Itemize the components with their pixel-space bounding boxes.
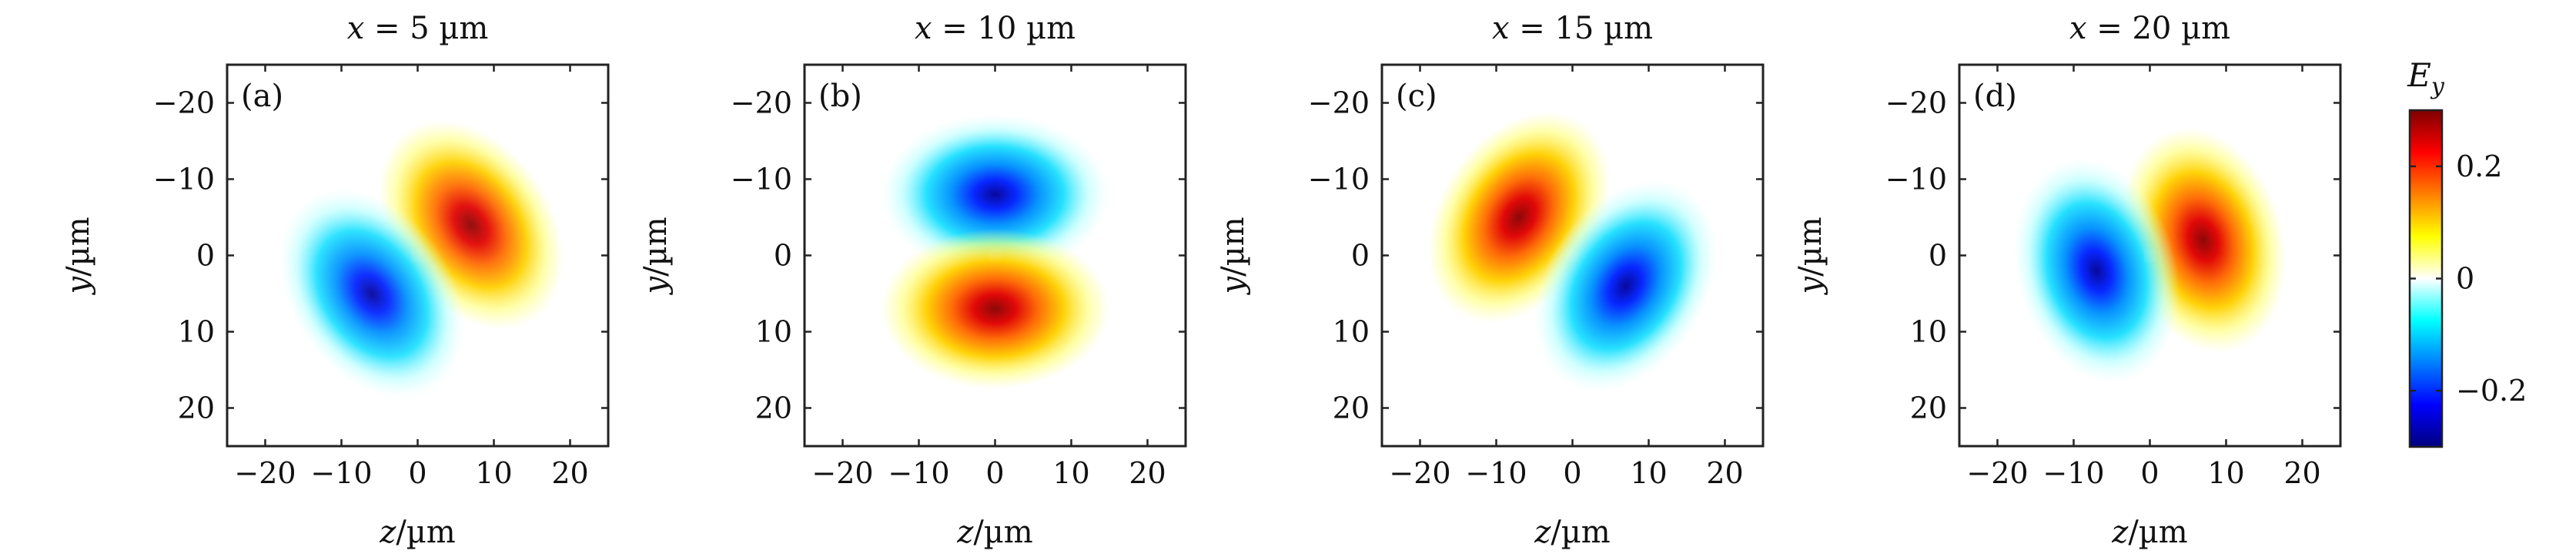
- y-axis-label: y/µm: [638, 217, 674, 295]
- y-tick-label: −10: [731, 163, 792, 196]
- x-tick-label: −10: [888, 456, 949, 490]
- x-tick-label: 10: [1052, 456, 1089, 490]
- panel-tag: (b): [818, 79, 862, 114]
- x-tick-label: −20: [811, 456, 873, 490]
- panel-title: x = 5 µm: [347, 11, 489, 46]
- panel-title: x = 15 µm: [1492, 11, 1653, 46]
- y-axis-label: y/µm: [1793, 217, 1828, 295]
- y-tick-label: 10: [755, 315, 792, 349]
- field-lobe-negative: [881, 114, 1109, 275]
- x-tick-label: −20: [1389, 456, 1450, 490]
- y-tick-label: −10: [1885, 163, 1947, 196]
- x-tick-label: 10: [2207, 456, 2244, 490]
- panel-b: −20 −10 0 10 20 −20 −10 0 10 20 (b) x = 10 µm z/µm y/…: [638, 11, 1187, 550]
- panel-d: −20 −10 0 10 20 −20 −10 0 10 20 (d) x = 20 µm z/µm y/…: [1793, 11, 2342, 550]
- x-tick-label: 0: [1563, 456, 1581, 490]
- x-tick-label: −10: [310, 456, 372, 490]
- field-lobe-negative: [2013, 158, 2180, 383]
- x-axis-label: z/µm: [956, 515, 1032, 550]
- y-tick-label: 20: [1910, 391, 1947, 425]
- y-tick-label: 0: [1351, 239, 1370, 273]
- colorbar-tick-label: 0: [2456, 262, 2474, 296]
- x-tick-label: −10: [2042, 456, 2104, 490]
- y-tick-label: −20: [1885, 86, 1947, 120]
- x-tick-label: 10: [1630, 456, 1667, 490]
- y-tick-label: 20: [755, 391, 792, 425]
- x-tick-label: 10: [475, 456, 512, 490]
- colorbar-tick-label: 0.2: [2456, 149, 2502, 183]
- panel-tag: (a): [241, 79, 283, 114]
- x-tick-label: 0: [2140, 456, 2159, 490]
- y-axis-label: y/µm: [1216, 217, 1251, 295]
- y-tick-label: 0: [196, 239, 215, 273]
- x-tick-label: 20: [1129, 456, 1166, 490]
- y-tick-label: 20: [178, 391, 215, 425]
- panel-tag: (d): [1973, 79, 2017, 114]
- y-tick-label: 10: [1910, 315, 1947, 349]
- y-tick-label: 20: [1333, 391, 1370, 425]
- x-tick-label: 0: [408, 456, 427, 490]
- y-tick-label: 10: [178, 315, 215, 349]
- colorbar-label: Ey: [2407, 56, 2445, 100]
- field-lobe-positive: [881, 228, 1109, 389]
- x-tick-label: −20: [1966, 456, 2028, 490]
- y-tick-label: 10: [1333, 315, 1370, 349]
- panel-title: x = 10 µm: [915, 11, 1076, 46]
- field-lobe-negative: [279, 189, 465, 398]
- x-axis-label: z/µm: [379, 515, 455, 550]
- panel-c: −20 −10 0 10 20 −20 −10 0 10 20 (c) x = 15 µm z/µm y/…: [1216, 11, 1765, 550]
- panel-title: x = 20 µm: [2069, 11, 2230, 46]
- x-tick-label: 20: [2283, 456, 2320, 490]
- panels: −20 −10 0 10 20 −20 −10 0 10 20 (a) x = 5 µm z/µm y/µ…: [61, 11, 2342, 550]
- x-tick-label: 20: [551, 456, 588, 490]
- x-tick-label: −10: [1465, 456, 1527, 490]
- x-axis-label: z/µm: [2111, 515, 2187, 550]
- x-tick-label: 0: [985, 456, 1004, 490]
- y-tick-label: −20: [153, 86, 215, 120]
- x-tick-label: −20: [234, 456, 296, 490]
- panel-tag: (c): [1396, 79, 1437, 114]
- x-axis-label: z/µm: [1534, 515, 1610, 550]
- colorbar-tick-label: −0.2: [2456, 374, 2527, 408]
- y-tick-label: −10: [1308, 163, 1370, 196]
- x-tick-label: 20: [1706, 456, 1743, 490]
- y-tick-label: −20: [731, 86, 792, 120]
- field-lobe-negative: [1534, 180, 1718, 392]
- y-tick-label: −20: [1308, 86, 1370, 120]
- y-tick-label: 0: [774, 239, 792, 273]
- colorbar: −0.2 0 0.2 Ey: [2407, 56, 2527, 448]
- y-axis-label: y/µm: [61, 217, 96, 295]
- y-tick-label: 0: [1929, 239, 1947, 273]
- y-tick-label: −10: [153, 163, 215, 196]
- panel-a: −20 −10 0 10 20 −20 −10 0 10 20 (a) x = 5 µm z/µm y/µ…: [61, 11, 610, 550]
